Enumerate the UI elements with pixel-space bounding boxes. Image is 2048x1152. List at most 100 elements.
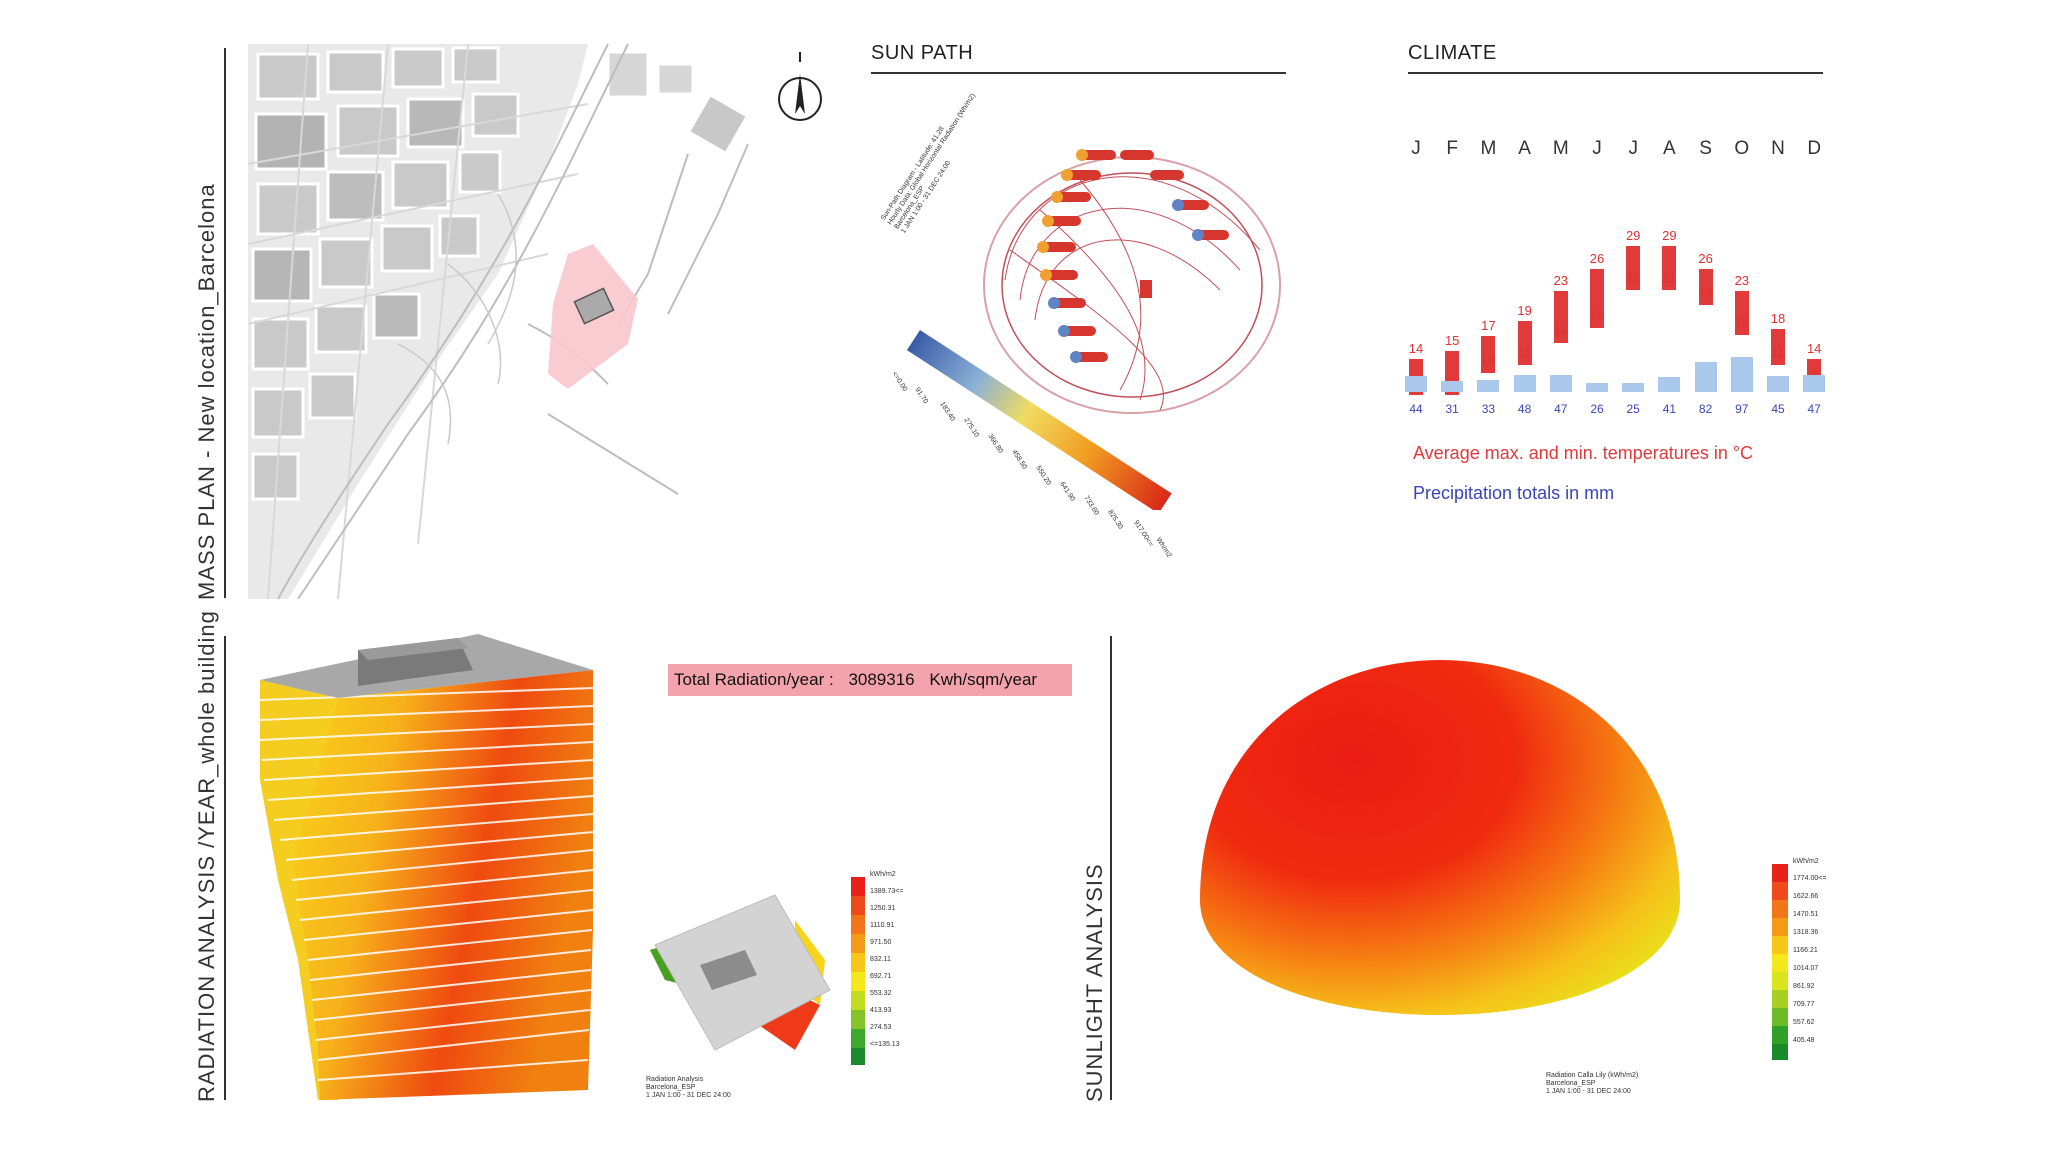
min-temp-label: 11 bbox=[1517, 345, 1532, 360]
max-temp-label: 19 bbox=[1517, 303, 1532, 318]
climate-title: CLIMATE bbox=[1408, 42, 1497, 64]
precipitation-bar bbox=[1405, 376, 1427, 392]
precipitation-bar bbox=[1513, 374, 1536, 392]
radiation-scale-label: 971.50 bbox=[870, 939, 892, 946]
min-temp-label: 8 bbox=[1810, 367, 1818, 383]
precipitation-label: 47 bbox=[1807, 402, 1821, 416]
sunlight-scale-label: 709.77 bbox=[1793, 1001, 1815, 1008]
radiation-scale-label: 832.11 bbox=[870, 956, 891, 963]
precipitation-bar bbox=[1694, 362, 1717, 392]
temperature-bar bbox=[1517, 321, 1532, 365]
sunlight-color-scale bbox=[1772, 864, 1788, 1060]
max-temp-label: 18 bbox=[1770, 310, 1786, 326]
precipitation-legend: Precipitation totals in mm bbox=[1413, 483, 1615, 503]
mass-plan-title: MASS PLAN - New location_Barcelona bbox=[194, 183, 219, 600]
temperature-bar bbox=[1445, 351, 1460, 395]
precipitation-label: 45 bbox=[1771, 402, 1785, 416]
precipitation-label: 48 bbox=[1517, 402, 1532, 416]
radiation-scale-label: 413.93 bbox=[870, 1007, 892, 1014]
min-temp-label: 21 bbox=[1625, 270, 1641, 285]
month-label: A bbox=[1663, 138, 1676, 159]
min-temp-label: 19 bbox=[1698, 285, 1713, 300]
radiation-caption: Radiation Analysis Barcelona_ESP 1 JAN 1… bbox=[646, 1076, 731, 1099]
radiation-scale-label: 1250.31 bbox=[870, 905, 896, 912]
radiation-scale-label: kWh/m2 bbox=[870, 871, 896, 878]
temperature-bar bbox=[1553, 291, 1568, 343]
month-label: J bbox=[1628, 138, 1638, 159]
building-radiation-model bbox=[259, 634, 594, 1100]
max-temp-label: 23 bbox=[1553, 273, 1569, 288]
sun-scale-label: 825.30 bbox=[1106, 508, 1124, 531]
roof-radiation-model bbox=[650, 894, 831, 1051]
precipitation-bar bbox=[1767, 375, 1789, 392]
max-temp-label: 29 bbox=[1662, 228, 1677, 243]
sunlight-dome bbox=[1200, 660, 1680, 1015]
radiation-scale-label: 692.71 bbox=[870, 973, 892, 980]
precipitation-bar bbox=[1658, 377, 1681, 392]
sun-scale-label: 917.00<= bbox=[1132, 519, 1155, 549]
precipitation-bar bbox=[1622, 383, 1645, 392]
temperature-bar bbox=[1807, 358, 1822, 388]
temperature-bar bbox=[1481, 336, 1496, 373]
max-temp-label: 17 bbox=[1481, 318, 1496, 333]
precipitation-label: 33 bbox=[1481, 402, 1496, 416]
month-label: S bbox=[1699, 138, 1712, 159]
radiation-scale-label: 553.32 bbox=[870, 990, 892, 997]
month-label: N bbox=[1771, 138, 1785, 159]
temperature-legend: Average max. and min. temperatures in °C bbox=[1413, 443, 1754, 463]
precipitation-bar bbox=[1549, 375, 1572, 392]
sunlight-scale-label: 1622.66 bbox=[1793, 893, 1819, 900]
min-temp-label: 7 bbox=[1448, 375, 1456, 390]
temperature-bar bbox=[1662, 246, 1677, 290]
precipitation-bar bbox=[1586, 382, 1608, 392]
radiation-scale-label: 274.53 bbox=[870, 1024, 892, 1031]
radiation-scale-label: 1389.73<= bbox=[870, 888, 904, 895]
total-radiation-unit: Kwh/sqm/year bbox=[929, 670, 1038, 689]
precipitation-label: 31 bbox=[1445, 402, 1459, 416]
radiation-color-scale bbox=[851, 877, 865, 1065]
temperature-bar bbox=[1698, 268, 1713, 305]
min-temp-label: 11 bbox=[1771, 345, 1785, 360]
radiation-analysis-title: RADIATION ANALYSIS /YEAR_whole building bbox=[194, 610, 219, 1102]
month-label: M bbox=[1552, 138, 1569, 159]
month-label: F bbox=[1446, 138, 1458, 159]
precipitation-label: 44 bbox=[1409, 402, 1423, 416]
month-label: A bbox=[1518, 138, 1531, 159]
total-radiation-label: Total Radiation/year : bbox=[674, 670, 834, 689]
temperature-bar bbox=[1409, 358, 1423, 395]
precipitation-bar bbox=[1803, 375, 1826, 392]
temperature-bar bbox=[1590, 268, 1604, 328]
min-temp-label: 16 bbox=[1589, 307, 1605, 323]
sun-scale-label: Wh/m2 bbox=[1154, 536, 1173, 559]
month-label: M bbox=[1480, 138, 1497, 159]
sunlight-scale-label: 1774.00<= bbox=[1793, 875, 1827, 882]
sun-path-underline bbox=[871, 72, 1286, 74]
max-temp-label: 14 bbox=[1408, 340, 1424, 356]
site-map bbox=[248, 44, 848, 599]
sunlight-analysis-title: SUNLIGHT ANALYSIS bbox=[1082, 863, 1107, 1102]
sun-path-diagram bbox=[906, 149, 1281, 510]
min-temp-label: 7 bbox=[1412, 375, 1420, 390]
max-temp-label: 29 bbox=[1625, 228, 1641, 243]
sunlight-caption: Radiation Calla Lily (kWh/m2) Barcelona_… bbox=[1546, 1072, 1639, 1095]
precipitation-label: 26 bbox=[1590, 402, 1604, 416]
min-temp-label: 14 bbox=[1553, 322, 1569, 338]
temperature-bar bbox=[1734, 291, 1749, 335]
precipitation-bar bbox=[1441, 380, 1464, 392]
sunlight-scale-label: 405.48 bbox=[1793, 1037, 1815, 1044]
sun-path-color-scale bbox=[906, 330, 1172, 510]
precipitation-label: 82 bbox=[1698, 402, 1713, 416]
min-temp-label: 21 bbox=[1662, 270, 1677, 285]
precipitation-label: 25 bbox=[1626, 402, 1640, 416]
temperature-bar bbox=[1626, 246, 1641, 290]
total-radiation-value: 3089316 bbox=[848, 670, 915, 689]
sunlight-scale-label: 1014.07 bbox=[1793, 965, 1819, 972]
sunlight-scale-label: 1166.21 bbox=[1793, 947, 1818, 954]
min-temp-label: 10 bbox=[1481, 352, 1496, 368]
sun-path-title: SUN PATH bbox=[871, 42, 974, 64]
sunlight-scale-label: 1470.51 bbox=[1793, 911, 1819, 918]
max-temp-label: 14 bbox=[1806, 340, 1822, 356]
max-temp-label: 26 bbox=[1589, 250, 1605, 266]
sunlight-scale-label: 1318.36 bbox=[1793, 929, 1819, 936]
precipitation-label: 41 bbox=[1662, 402, 1677, 416]
